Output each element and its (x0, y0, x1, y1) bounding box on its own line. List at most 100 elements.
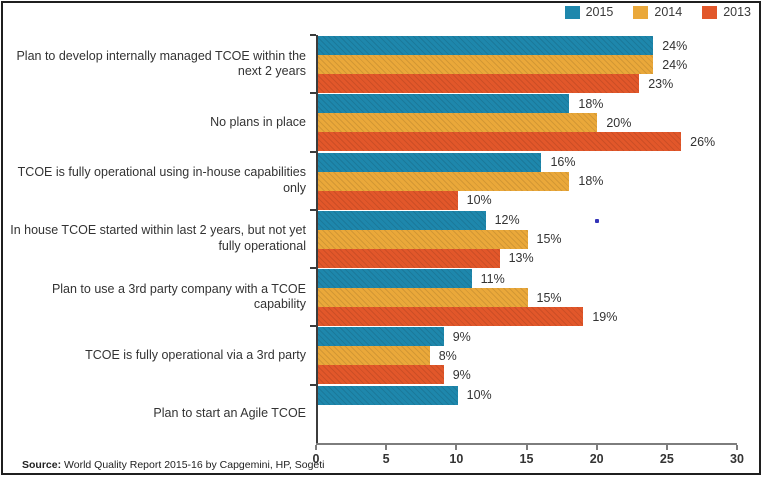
category-group: No plans in place 18% 20% 26% (0, 92, 763, 152)
bar-value-label: 12% (494, 213, 520, 228)
axis-group-tick (310, 325, 316, 328)
bar-value-label: 24% (662, 57, 688, 72)
legend-label: 2015 (585, 5, 614, 19)
bar-row: 13% (318, 248, 737, 268)
x-axis-tick-label: 5 (382, 452, 390, 467)
bar-row: 16% (318, 152, 737, 172)
x-axis-tick-label: 20 (589, 452, 604, 467)
x-axis-tick-label: 0 (312, 452, 320, 467)
bar-value-label: 10% (466, 193, 492, 208)
bar-value-label: 18% (578, 96, 604, 111)
x-axis-tick-label: 30 (730, 452, 744, 467)
category-label: TCOE is fully operational using in-house… (17, 165, 306, 195)
bar-row: 10% (318, 385, 737, 405)
bar-row: 20% (318, 113, 737, 133)
legend-item-2013: 2013 (702, 5, 751, 19)
bar-2014 (318, 346, 430, 366)
bar-row: 18% (318, 171, 737, 191)
legend-item-2015: 2015 (564, 5, 614, 19)
category-label: In house TCOE started within last 2 year… (10, 223, 306, 254)
x-axis-tick (455, 445, 458, 451)
legend-label: 2013 (723, 5, 751, 19)
category-group: Plan to use a 3rd party company with a T… (0, 267, 763, 327)
x-axis-tick (525, 445, 528, 451)
category-bars: 9% 8% 9% (310, 325, 737, 385)
legend-swatch-2015 (564, 5, 580, 19)
bar-2014 (318, 288, 528, 308)
bar-2013 (318, 74, 640, 93)
bar-row: 10% (318, 190, 737, 210)
category-bars: 24% 24% 23% (310, 34, 737, 94)
category-bars: 16% 18% 10% (310, 150, 737, 210)
axis-group-tick (310, 92, 316, 95)
stray-dot-artifact (595, 219, 599, 223)
bar-2015 (318, 210, 486, 230)
legend-swatch-2014 (633, 5, 649, 19)
bar-row: 8% (318, 346, 737, 366)
axis-group-tick (310, 383, 316, 386)
bar-2014 (318, 229, 528, 249)
category-group: In house TCOE started within last 2 year… (0, 208, 763, 269)
source-note: Source: World Quality Report 2015-16 by … (22, 459, 325, 471)
category-label: TCOE is fully operational via a 3rd part… (85, 347, 306, 362)
bar-2015 (318, 327, 444, 347)
bar-value-label: 9% (452, 329, 471, 344)
bar-2015 (318, 269, 472, 289)
source-text: World Quality Report 2015-16 by Capgemin… (64, 459, 325, 471)
x-axis-tick-label: 15 (519, 452, 534, 467)
category-bars: 11% 15% 19% (310, 267, 737, 327)
source-prefix: Source: (22, 459, 62, 471)
bar-value-label: 13% (508, 251, 534, 266)
x-axis-tick (595, 445, 598, 451)
legend-item-2014: 2014 (633, 5, 682, 19)
x-axis-tick-label: 25 (659, 452, 674, 467)
bar-value-label: 18% (578, 174, 604, 189)
bar-2013 (318, 307, 584, 327)
axis-group-tick (310, 150, 316, 153)
bar-value-label: 8% (438, 348, 457, 363)
bar-row: 24% (318, 36, 737, 55)
bar-row: 19% (318, 307, 737, 327)
bar-value-label: 10% (466, 388, 492, 403)
category-bars: 12% 15% 13% (310, 208, 737, 269)
axis-group-tick (310, 34, 316, 36)
bar-row: 9% (318, 327, 737, 347)
bar-row: 24% (318, 55, 737, 74)
bar-2013 (318, 365, 444, 385)
category-label: Plan to use a 3rd party company with a T… (51, 281, 306, 312)
bar-value-label: 11% (480, 271, 505, 286)
x-axis: 0 5 10 15 20 25 30 (312, 443, 744, 469)
bar-2013 (318, 190, 458, 210)
axis-group-tick (310, 208, 316, 211)
bar-row: 23% (318, 74, 737, 93)
bar-2013 (318, 248, 500, 268)
bar-2014 (318, 113, 598, 133)
legend-label: 2014 (654, 5, 683, 19)
bar-value-label: 9% (452, 367, 471, 382)
bar-value-label: 23% (648, 76, 674, 91)
x-axis-tick (315, 445, 317, 451)
x-axis-tick (736, 445, 738, 451)
legend-swatch-2013 (702, 5, 718, 19)
bar-row: 15% (318, 288, 737, 308)
axis-group-tick (310, 267, 316, 270)
bar-value-label: 15% (536, 290, 562, 305)
x-axis-tick (385, 445, 388, 451)
category-bars: 10% (310, 383, 737, 444)
x-axis-tick-label: 10 (449, 452, 464, 467)
category-label: Plan to start an Agile TCOE (153, 406, 306, 421)
category-label: Plan to develop internally managed TCOE … (16, 48, 306, 79)
bar-2015 (318, 36, 654, 55)
bar-value-label: 19% (592, 309, 618, 324)
bar-row: 26% (318, 132, 737, 152)
category-group: Plan to develop internally managed TCOE … (0, 34, 763, 94)
category-bars: 18% 20% 26% (310, 92, 737, 152)
x-axis-tick (665, 445, 668, 451)
bar-row: 12% (318, 210, 737, 230)
category-group: Plan to start an Agile TCOE 10% (0, 383, 763, 444)
bar-value-label: 20% (606, 115, 632, 130)
category-label: No plans in place (210, 114, 306, 129)
bar-row: 15% (318, 229, 737, 249)
bar-value-label: 16% (550, 155, 576, 170)
